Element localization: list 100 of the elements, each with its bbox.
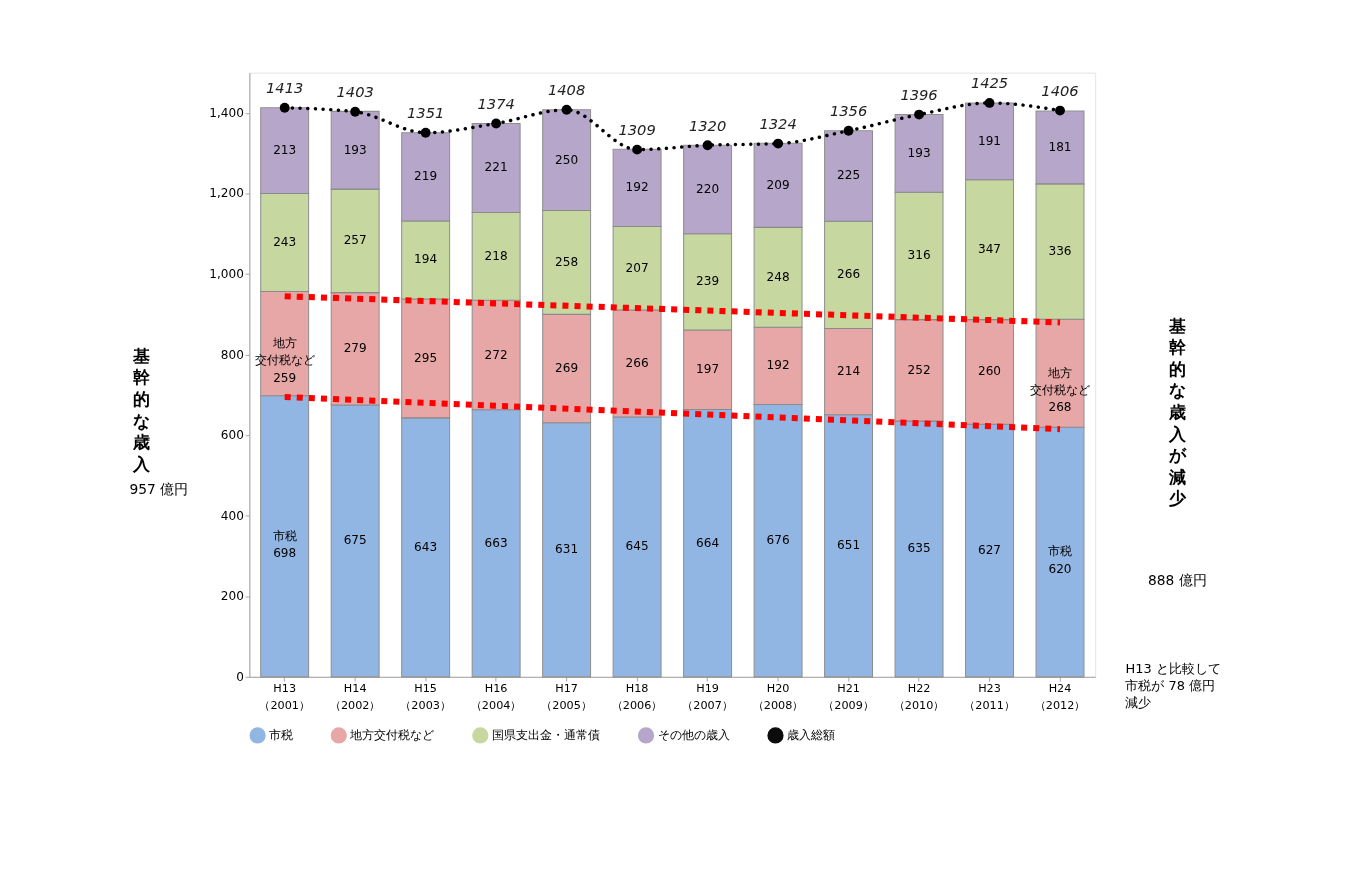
data-label: 627 [978,543,1002,558]
data-label: 207 [625,260,649,275]
point [984,98,995,108]
data-label: 676 [766,533,790,548]
legend-label: 市税 [269,727,294,742]
data-label: 675 [343,533,367,548]
point [420,127,431,138]
data-label: 252 [907,362,931,377]
legend-label: 歳入総額 [787,727,836,742]
legend-label: その他の歳入 [657,727,730,742]
text: 888 億円 [1147,571,1207,588]
data-label: 651 [837,538,861,553]
data-label: 1351 [406,104,445,122]
data-label: 221 [484,160,508,175]
data-label: 272 [484,347,508,362]
x-tick-label: H18 （2006） [611,681,663,713]
data-label: 213 [273,143,297,158]
y-tick-label: 400 [220,508,244,523]
x-tick-label: H17 （2005） [541,681,592,713]
data-label: 643 [414,539,438,554]
x-tick-label: H20 （2008） [752,681,804,713]
point [773,138,783,149]
x-tick-label: H22 （2010） [893,681,945,713]
x-tick-label: H16 （2004） [470,681,522,713]
point [350,106,361,117]
text: 957 億円 [129,480,189,497]
text: 基幹的な歳入 [1167,315,1187,444]
data-label: 市税 620 [1048,544,1073,576]
text: H13 と比較して市税が 78 億円減少 [1125,660,1221,711]
data-label: 1356 [829,102,868,120]
data-label: 631 [555,542,579,557]
y-tick-label: 1,000 [209,266,244,281]
y-tick-label: 0 [236,669,244,684]
data-label: 地方交付税など 268 [1030,365,1091,415]
legend-label: 国県支出金・通常債 [491,727,600,742]
data-label: 1324 [759,114,797,132]
x-tick-label: H24 （2012） [1034,681,1086,713]
data-label: 197 [696,362,720,377]
data-label: 220 [696,181,720,196]
data-label: 336 [1048,243,1072,258]
text: が減少 [1168,445,1186,509]
point [914,109,924,120]
data-label: 250 [555,152,579,167]
data-label: 645 [625,539,649,554]
data-label: 258 [555,254,579,269]
data-label: 218 [484,248,508,263]
data-label: 181 [1048,139,1072,154]
data-label: 194 [414,252,438,267]
data-label: 192 [766,358,790,373]
data-label: 239 [696,274,720,289]
data-label: 1396 [900,85,938,103]
data-label: 209 [766,177,790,192]
data-label: 1403 [336,83,374,101]
data-label: 1374 [477,94,515,112]
data-label: 1406 [1041,81,1079,99]
data-label: 266 [837,267,861,282]
data-label: 663 [484,535,508,550]
y-tick-label: 800 [220,347,244,362]
data-label: 243 [273,234,297,249]
x-tick-label: H14 （2002） [329,681,381,713]
data-label: 193 [907,145,931,160]
point [702,140,713,151]
y-tick-label: 1,400 [209,105,244,120]
data-label: 269 [555,361,579,375]
point [279,102,290,113]
data-label: 地方交付税など 259 [254,336,315,385]
data-label: 1320 [688,116,727,134]
data-label: 1408 [547,81,586,99]
data-label: 1309 [618,120,656,138]
y-tick-label: 600 [220,428,244,443]
data-label: 市税 698 [272,528,297,561]
point [491,118,502,129]
data-label: 219 [414,169,438,184]
data-label: 248 [766,269,790,284]
data-label: 635 [907,541,931,556]
data-label: 191 [978,133,1002,148]
point [632,144,643,155]
data-label: 279 [343,341,367,356]
data-label: 664 [696,535,720,550]
data-label: 295 [414,350,438,365]
legend-label: 地方交付税など [349,727,435,742]
data-label: 214 [837,364,861,379]
data-label: 316 [907,248,931,263]
x-tick-label: H15 （2003） [400,681,451,713]
data-label: 266 [625,355,649,370]
data-label: 1425 [970,74,1009,92]
y-tick-label: 1,200 [209,186,244,201]
point [561,104,572,115]
data-label: 225 [837,168,861,183]
x-tick-label: H19 （2007） [682,681,733,713]
data-label: 193 [343,142,367,157]
data-label: 347 [978,242,1002,257]
y-tick-label: 200 [220,589,244,604]
text: 基幹的な歳入 [133,345,151,474]
x-tick-label: H23 （2011） [964,681,1015,713]
data-label: 257 [343,233,367,248]
x-tick-label: H21 （2009） [823,681,874,713]
point [1055,105,1065,116]
data-label: 260 [978,364,1002,379]
data-label: 192 [625,180,649,195]
